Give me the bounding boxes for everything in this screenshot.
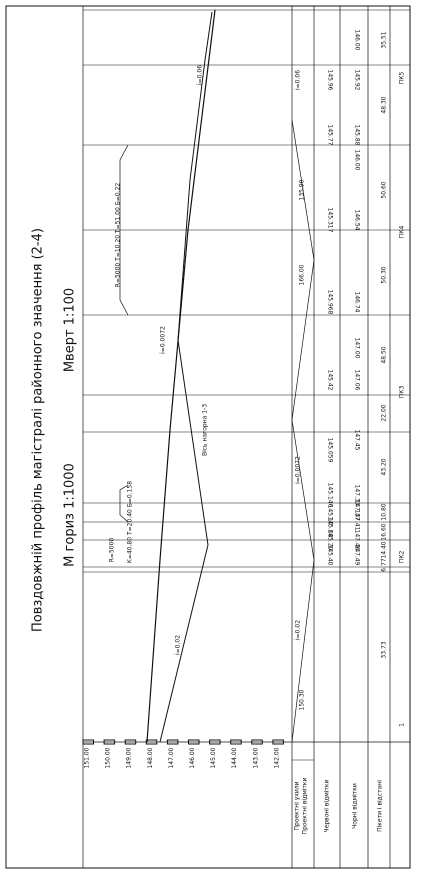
ground-mark: 147.49 (354, 545, 361, 566)
annotation: i=0.02 (175, 635, 182, 655)
ground-mark: 147.06 (354, 370, 361, 391)
annotation: i=0.0072 (160, 326, 167, 354)
curve-bracket (119, 484, 129, 523)
ground-line (159, 11, 213, 743)
ground-mark: 147.00 (354, 338, 361, 359)
distance: 50.30 (381, 266, 388, 283)
annotation: K=40.80 T=20.40 Б=0.158 (127, 481, 134, 563)
design-mark: 145.42 (327, 370, 334, 391)
ground-mark: 146.00 (354, 30, 361, 51)
ground-mark: 147.46 (354, 530, 361, 551)
gradient: i=0.06 (295, 70, 302, 90)
scale-bar (145, 739, 158, 745)
scale-vertical: Мверт 1:100 (63, 288, 78, 372)
scale-horizontal: М гориз 1:1000 (63, 463, 78, 567)
scale-bar (272, 739, 284, 745)
distance: 50.60 (381, 181, 388, 198)
gradient: i=0.0072 (295, 456, 302, 484)
gradient: 150.30 (299, 689, 306, 710)
picket: ПК2 (399, 551, 406, 564)
scale-bar (209, 739, 221, 745)
frame (5, 5, 411, 869)
design-mark: 145.40 (327, 545, 334, 566)
gradient: 135.90 (299, 179, 306, 200)
distance: 10.80 (381, 503, 388, 520)
scale-bar (188, 739, 200, 745)
scale-bar (230, 739, 242, 745)
elevation-label: 148.00 (147, 747, 154, 768)
annotation: i=0.06 (197, 65, 204, 85)
elevation-label: 144.00 (231, 747, 238, 768)
gradient: i=0.02 (295, 620, 302, 640)
elevation-label: 147.00 (168, 747, 175, 768)
row-label: Проектні відмітки (302, 777, 309, 834)
design-mark: 145.08 (327, 517, 334, 538)
design-mark: 145.317 (327, 208, 334, 233)
ground-mark: 147.45 (354, 430, 361, 451)
ground-mark: 145.92 (354, 70, 361, 91)
distance: 14.40 (381, 541, 388, 558)
elevation-label: 143.00 (252, 747, 259, 768)
picket: 1 (399, 723, 406, 727)
grid (82, 6, 410, 868)
row-label: Червоні відмітки (324, 779, 331, 832)
curve-bracket (119, 144, 129, 316)
design-mark: 145.10 (327, 505, 334, 526)
elevation-label: 150.00 (105, 747, 112, 768)
ground-mark: 146.00 (354, 150, 361, 171)
distance: 43.20 (381, 458, 388, 475)
scale-bar (82, 739, 94, 745)
annotation: Вісь нагорна 1-3 (202, 404, 209, 456)
elevation-label: 142.00 (273, 747, 280, 768)
elevation-label: 145.00 (210, 747, 217, 768)
title: Повздовжній профіль магістралі районного… (31, 228, 46, 632)
design-mark: 145.20 (327, 530, 334, 551)
scale-bar (166, 739, 179, 745)
annotation: R=5000 (109, 538, 116, 563)
labels: Повздовжній профіль магістралі районного… (31, 30, 406, 835)
distance: 22.00 (381, 404, 388, 421)
picket: ПК5 (399, 72, 406, 85)
design-mark: 145.77 (327, 125, 334, 146)
row-label: Чорні відмітки (352, 783, 359, 829)
distance: 35.51 (381, 31, 388, 48)
row-label: Проектні ухили (294, 781, 301, 830)
distance: 48.50 (381, 346, 388, 363)
ground-mark: 146.54 (354, 210, 361, 231)
design-mark: 145.96 (327, 70, 334, 91)
distance: 33.73 (381, 641, 388, 658)
scale-bar (251, 739, 263, 745)
scale-bar (124, 739, 137, 745)
design-line (146, 9, 216, 743)
gradient-line (291, 119, 315, 743)
ground-mark: 147.37 (354, 500, 361, 521)
ground-mark: 146.74 (354, 292, 361, 313)
ground-mark: 147.33 (354, 485, 361, 506)
elevation-label: 151.00 (84, 747, 91, 768)
distance: 6.77 (381, 558, 388, 572)
ground-mark: 145.88 (354, 125, 361, 146)
picket: ПК4 (399, 226, 406, 239)
distance: 48.30 (381, 96, 388, 113)
design-mark: 145.146 (327, 483, 334, 508)
scale-bar (103, 739, 116, 745)
distance: 16.60 (381, 523, 388, 540)
gradient: 166.00 (299, 264, 306, 285)
row-label: Пікети і відстані (377, 780, 384, 832)
annotation: R=5000 T=10.20 T=51.00 Б=0.22 (115, 183, 122, 288)
ground-mark: 147.41 (354, 510, 361, 531)
design-mark: 145.968 (327, 290, 334, 315)
picket: ПК3 (399, 386, 406, 399)
elevation-label: 146.00 (189, 747, 196, 768)
elevation-label: 149.00 (126, 747, 133, 768)
design-mark: 145.059 (327, 438, 334, 463)
